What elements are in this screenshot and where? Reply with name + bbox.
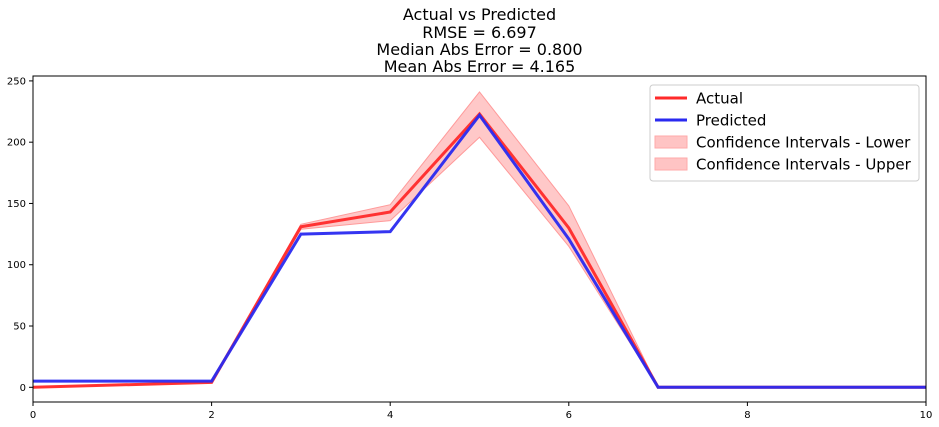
x-tick-label: 8: [744, 410, 750, 421]
chart-subtitle-mean-abs-error: Mean Abs Error = 4.165: [383, 57, 576, 76]
legend-label: Predicted: [696, 112, 766, 130]
chart-title: Actual vs Predicted: [402, 5, 557, 24]
y-tick-label: 100: [7, 260, 26, 271]
chart-subtitle-rmse: RMSE = 6.697: [422, 23, 537, 42]
x-tick-label: 6: [566, 410, 572, 421]
axes-frame: [32, 75, 927, 403]
chart-subtitle-median-abs-error: Median Abs Error = 0.800: [376, 40, 583, 59]
y-tick-label: 250: [7, 76, 26, 87]
x-tick-label: 2: [208, 410, 214, 421]
legend-label: Actual: [696, 90, 743, 108]
y-tick-label: 50: [13, 322, 26, 333]
series-line-predicted: [33, 112, 926, 389]
legend-label: Confidence Intervals - Lower: [696, 134, 911, 152]
legend-swatch-patch: [654, 135, 688, 149]
confidence-band: [32, 91, 926, 388]
x-tick-label: 10: [920, 410, 933, 421]
y-tick-label: 200: [7, 138, 26, 149]
legend-swatch-patch: [654, 157, 688, 171]
y-tick-label: 0: [20, 383, 26, 394]
legend-box: [649, 84, 920, 182]
x-tick-label: 4: [387, 410, 393, 421]
x-tick-label: 0: [30, 410, 36, 421]
legend-label: Confidence Intervals - Upper: [696, 156, 912, 174]
y-tick-label: 150: [7, 199, 26, 210]
